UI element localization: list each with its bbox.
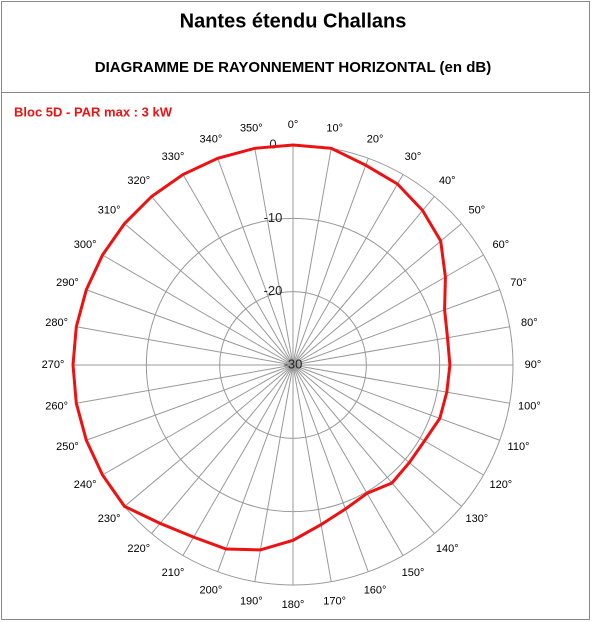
angle-label: 320° bbox=[127, 175, 150, 187]
grid-spoke bbox=[102, 364, 294, 476]
angle-label: 350° bbox=[240, 123, 263, 135]
angle-label: 130° bbox=[465, 513, 488, 525]
grid-spoke bbox=[292, 326, 510, 366]
angle-label: 40° bbox=[439, 175, 456, 187]
angle-label: 310° bbox=[98, 205, 121, 217]
angle-label: 210° bbox=[162, 567, 185, 579]
grid-spoke bbox=[182, 364, 294, 556]
grid-spoke bbox=[182, 174, 294, 366]
grid-spoke bbox=[102, 254, 294, 366]
grid-spoke bbox=[124, 223, 294, 366]
grid-spoke bbox=[292, 364, 369, 572]
r-tick-label: -10 bbox=[264, 210, 283, 225]
grid-spoke bbox=[76, 364, 294, 404]
r-tick-label: -20 bbox=[264, 283, 283, 298]
angle-label: 50° bbox=[469, 205, 486, 217]
grid-spoke bbox=[254, 148, 294, 366]
grid-spoke bbox=[292, 148, 332, 366]
grid-spoke bbox=[254, 364, 294, 582]
annotation: Bloc 5D - PAR max : 3 kW bbox=[14, 104, 173, 119]
angle-label: 260° bbox=[45, 401, 68, 413]
angle-label: 30° bbox=[405, 151, 422, 163]
chart-title: Nantes étendu Challans bbox=[180, 10, 407, 32]
grid-spoke bbox=[151, 196, 294, 366]
grid-spoke bbox=[76, 326, 294, 366]
angle-label: 80° bbox=[521, 317, 538, 329]
angle-label: 330° bbox=[162, 151, 185, 163]
angle-label: 160° bbox=[364, 584, 387, 596]
angle-label: 250° bbox=[56, 441, 79, 453]
angle-label: 0° bbox=[288, 119, 299, 131]
angle-label: 180° bbox=[282, 599, 305, 611]
angle-label: 90° bbox=[525, 359, 542, 371]
angle-label: 340° bbox=[200, 133, 223, 145]
grid-spoke bbox=[292, 364, 462, 507]
angle-label: 100° bbox=[518, 401, 541, 413]
angle-label: 220° bbox=[127, 543, 150, 555]
grid-spoke bbox=[124, 364, 294, 507]
angle-label: 60° bbox=[493, 239, 510, 251]
angle-label: 70° bbox=[510, 277, 527, 289]
r-tick-label: -30 bbox=[284, 356, 303, 371]
grid-spoke bbox=[292, 254, 484, 366]
grid-spoke bbox=[292, 364, 404, 556]
grid-spoke bbox=[86, 364, 294, 441]
r-tick-label: 0 bbox=[269, 136, 276, 151]
grid-spoke bbox=[292, 364, 510, 404]
angle-label: 240° bbox=[74, 479, 97, 491]
chart-subtitle: DIAGRAMME DE RAYONNEMENT HORIZONTAL (en … bbox=[95, 59, 491, 76]
grid-spoke bbox=[217, 158, 294, 366]
angle-label: 110° bbox=[508, 441, 530, 453]
pattern-line bbox=[71, 143, 452, 552]
angle-label: 120° bbox=[489, 479, 512, 491]
grid-spoke bbox=[292, 158, 369, 366]
grid-spoke bbox=[217, 364, 294, 572]
grid-spoke bbox=[292, 364, 484, 476]
angle-label: 300° bbox=[74, 239, 97, 251]
angle-label: 170° bbox=[323, 595, 346, 607]
grid-spoke bbox=[292, 174, 404, 366]
angle-label: 200° bbox=[200, 584, 223, 596]
angle-label: 190° bbox=[240, 595, 263, 607]
grid-spoke bbox=[151, 364, 294, 534]
angle-label: 10° bbox=[326, 123, 343, 135]
grid-spoke bbox=[292, 364, 332, 582]
grid-spoke bbox=[292, 196, 435, 366]
grid-spoke bbox=[292, 364, 435, 534]
angle-label: 140° bbox=[436, 543, 459, 555]
angle-label: 280° bbox=[45, 317, 68, 329]
angle-label: 270° bbox=[42, 359, 65, 371]
grid-spoke bbox=[292, 223, 462, 366]
grid-spoke bbox=[292, 364, 500, 441]
angle-label: 150° bbox=[402, 567, 425, 579]
grid-spoke bbox=[86, 289, 294, 366]
angle-label: 20° bbox=[367, 133, 384, 145]
angle-label: 230° bbox=[98, 513, 121, 525]
angle-label: 290° bbox=[56, 277, 79, 289]
grid-spoke bbox=[292, 289, 500, 366]
